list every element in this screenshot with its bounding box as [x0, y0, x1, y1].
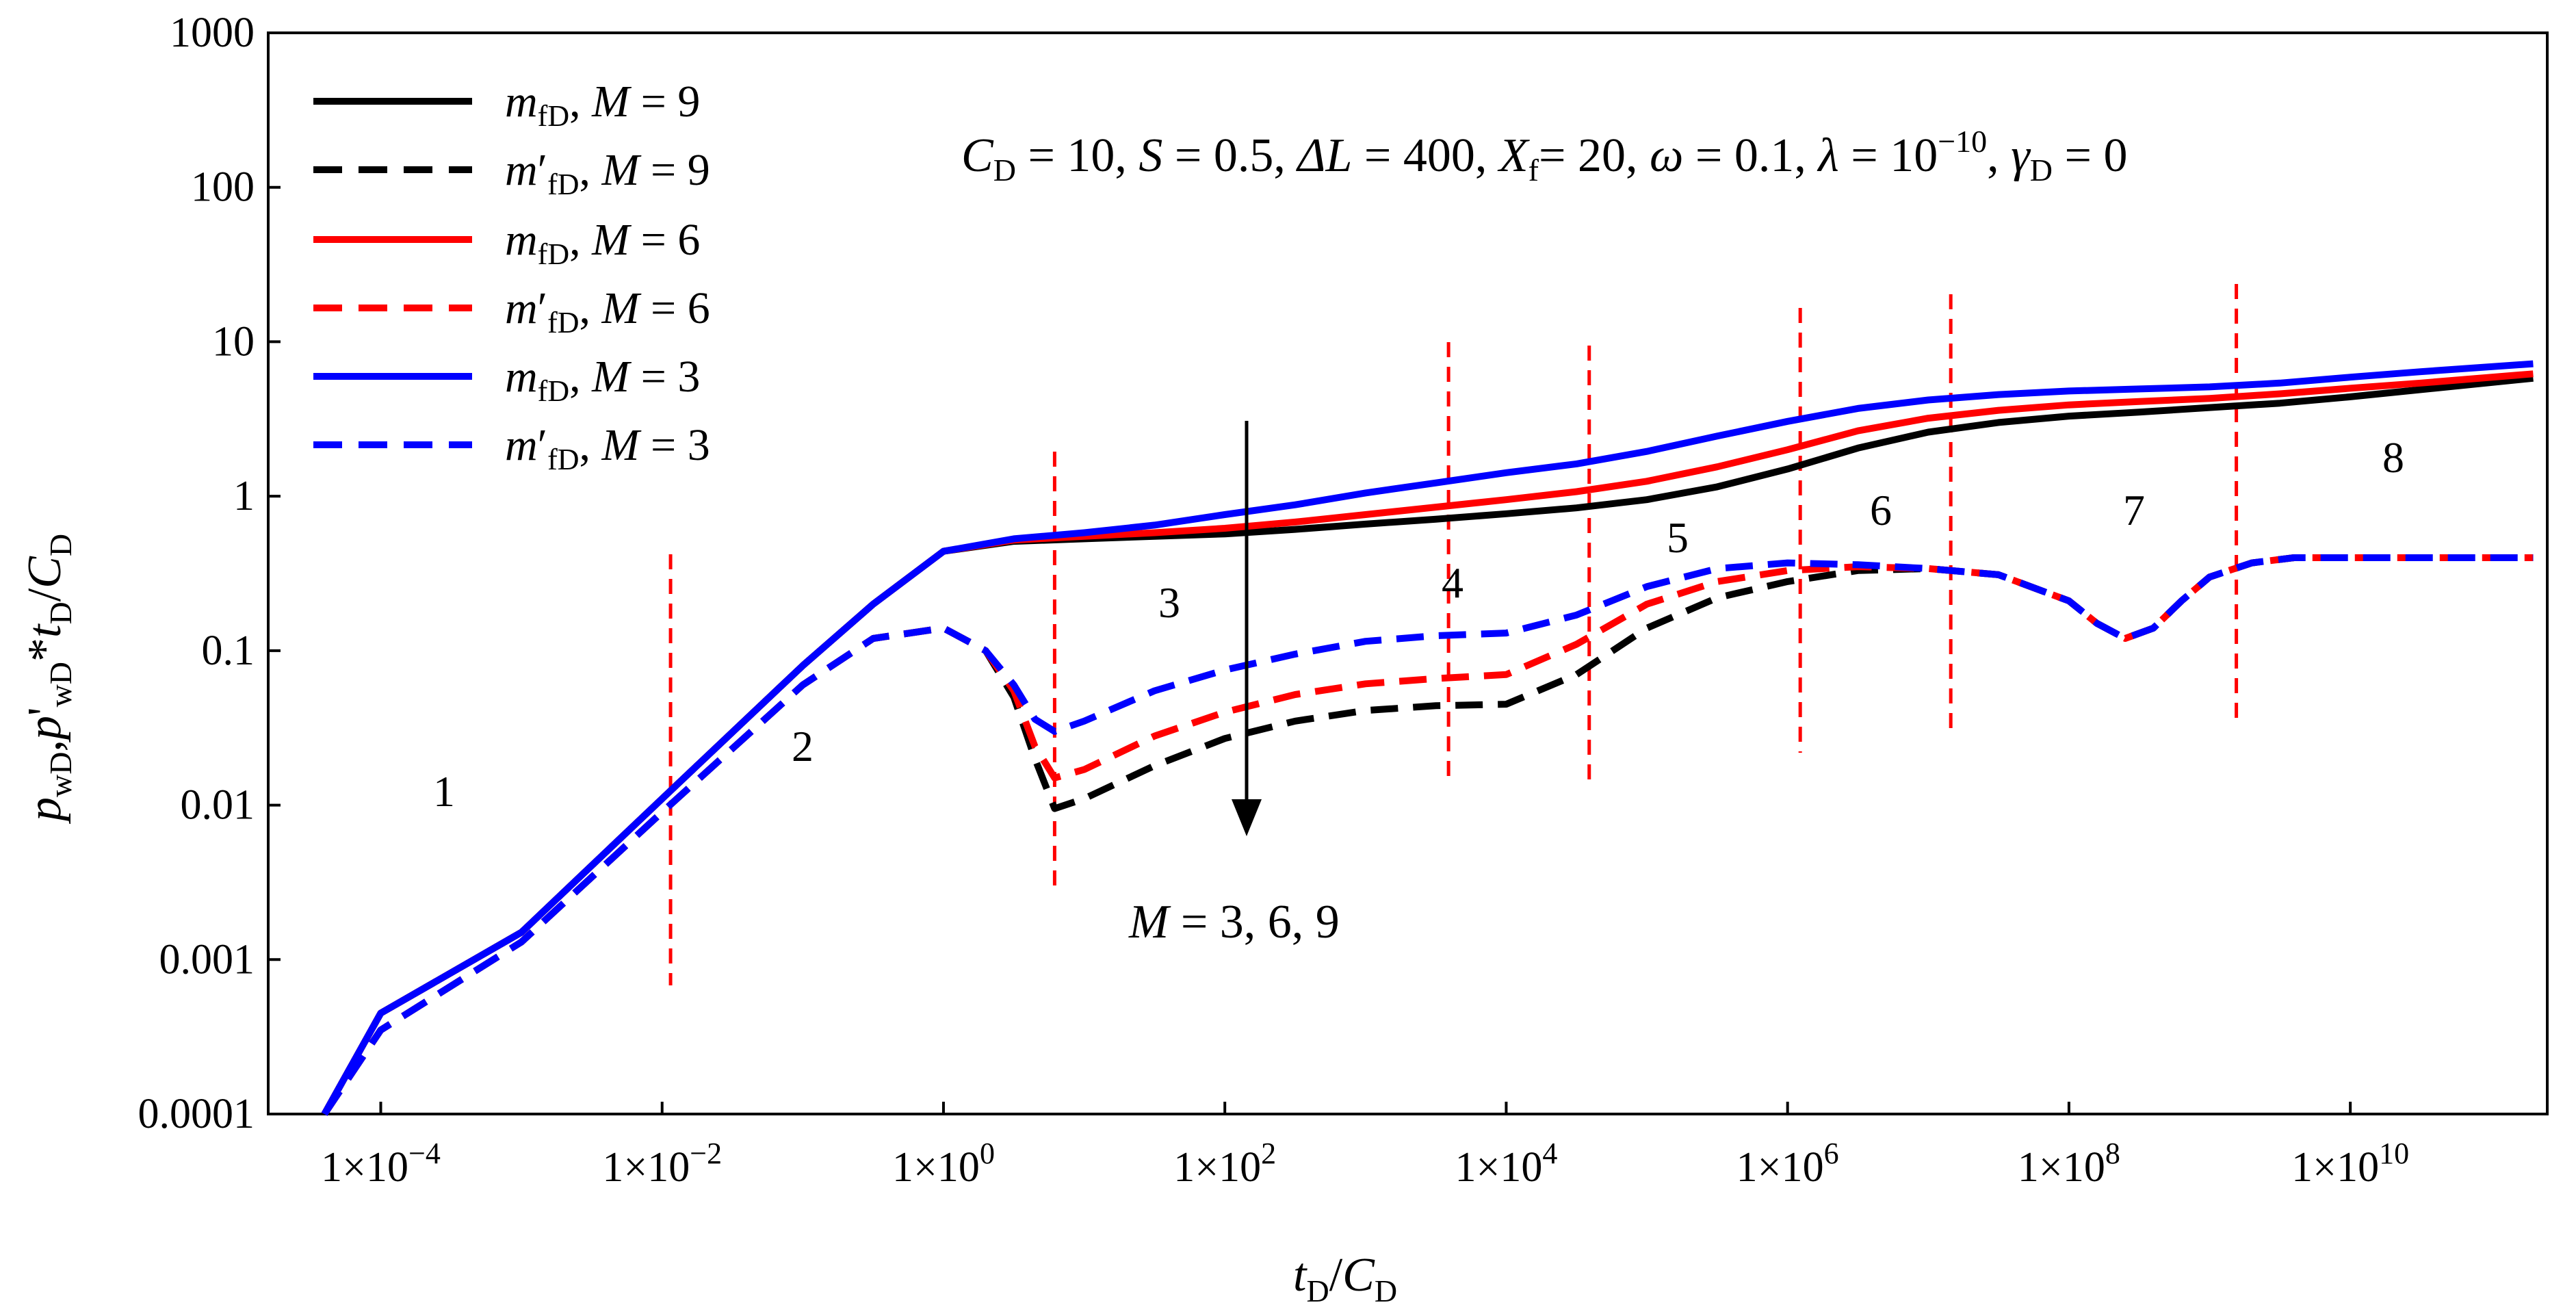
plot-frame [267, 31, 2549, 1115]
legend-label-m-prime-fd-6: m′fD, M = 6 [505, 283, 710, 339]
parameters-annotation: CD = 10, S = 0.5, ΔL = 400, Xf= 20, ω = … [961, 124, 2127, 187]
legend-label-m-fd-6: mfD, M = 6 [505, 215, 700, 271]
trend-arrow-head [1232, 799, 1262, 836]
region-label-4: 4 [1442, 558, 1463, 607]
y-tick-label-2: 0.001 [159, 936, 255, 983]
region-label-5: 5 [1667, 513, 1689, 562]
x-axis-label: tD/CD [1293, 1249, 1397, 1307]
x-tick-label-1: 1×10−4 [321, 1137, 441, 1191]
region-label-1: 1 [433, 767, 455, 816]
region-label-2: 2 [792, 722, 814, 771]
y-tick-label-1: 0.0001 [138, 1091, 255, 1137]
series-line-4 [322, 554, 2534, 1116]
x-tick-label-8: 1×1010 [2291, 1137, 2409, 1191]
y-tick-label-6: 10 [212, 318, 255, 365]
series-line-5 [321, 360, 2534, 1116]
legend-item-m-fd-6: mfD, M = 6 [313, 215, 700, 271]
x-tick-label-5: 1×104 [1455, 1137, 1557, 1191]
x-tick-label-6: 1×106 [1736, 1137, 1839, 1191]
series-line-2 [322, 554, 2534, 1116]
series-line-6 [322, 554, 2534, 1116]
region-label-3: 3 [1158, 578, 1180, 627]
series-line-1 [321, 374, 2534, 1116]
region-label-8: 8 [2382, 433, 2404, 482]
x-tick-label-3: 1×100 [892, 1137, 995, 1191]
legend-label-m-fd-9: mfD, M = 9 [505, 77, 700, 133]
axis-ticks: 0.0001 0.001 0.01 0.1 1 10 100 1000 1×10−4 1×10−2… [138, 10, 2410, 1191]
series-layer [321, 360, 2534, 1116]
region-label-7: 7 [2123, 486, 2145, 534]
legend-item-m-prime-fd-3: m′fD, M = 3 [313, 420, 710, 476]
legend-item-m-prime-fd-9: m′fD, M = 9 [313, 145, 710, 201]
legend-label-m-prime-fd-9: m′fD, M = 9 [505, 145, 710, 201]
x-tick-label-4: 1×102 [1173, 1137, 1276, 1191]
legend-label-m-prime-fd-3: m′fD, M = 3 [505, 420, 710, 476]
y-tick-label-3: 0.01 [181, 782, 255, 829]
legend-item-m-fd-3: mfD, M = 3 [313, 352, 700, 408]
y-tick-label-4: 0.1 [202, 627, 255, 674]
y-tick-label-5: 1 [233, 473, 255, 519]
legend-item-m-fd-9: mfD, M = 9 [313, 77, 700, 133]
legend-label-m-fd-3: mfD, M = 3 [505, 352, 700, 408]
x-tick-label-2: 1×10−2 [602, 1137, 722, 1191]
x-tick-label-7: 1×108 [2018, 1137, 2120, 1191]
trend-arrow-label: M = 3, 6, 9 [1128, 896, 1340, 948]
y-tick-label-7: 100 [191, 164, 255, 211]
y-axis-label: pwD,p'wD*tD/CD [18, 534, 78, 825]
legend-item-m-prime-fd-6: m′fD, M = 6 [313, 283, 710, 339]
legend: mfD, M = 9 m′fD, M = 9 mfD, M = 6 m′fD, … [313, 77, 710, 476]
region-dividers [668, 284, 2239, 985]
region-label-6: 6 [1870, 486, 1892, 534]
y-tick-label-8: 1000 [170, 10, 255, 56]
